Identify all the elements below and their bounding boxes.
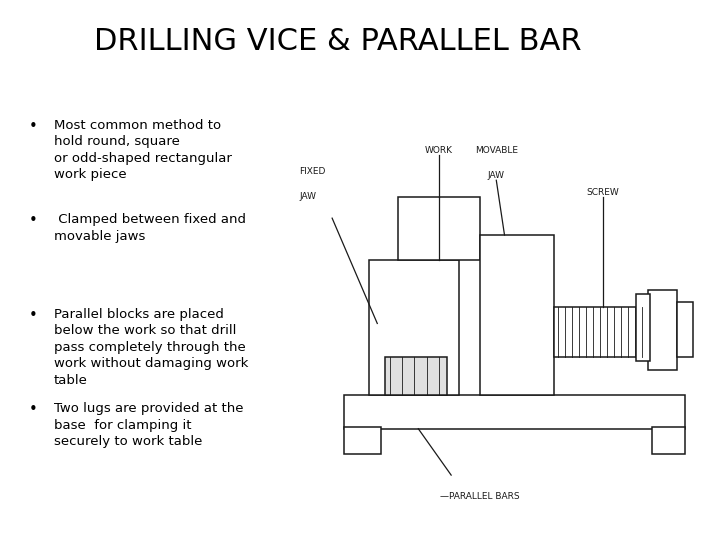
Bar [648, 290, 677, 370]
Text: JAW: JAW [300, 192, 316, 201]
Bar [344, 427, 382, 454]
Bar [385, 357, 447, 395]
Text: MOVABLE: MOVABLE [474, 146, 518, 155]
Bar [677, 302, 693, 357]
Text: Clamped between fixed and
movable jaws: Clamped between fixed and movable jaws [54, 213, 246, 243]
Bar [554, 307, 648, 357]
Text: •: • [29, 213, 37, 228]
Text: JAW: JAW [487, 171, 505, 180]
Text: DRILLING VICE & PARALLEL BAR: DRILLING VICE & PARALLEL BAR [94, 27, 581, 56]
Bar [480, 235, 554, 395]
Text: •: • [29, 119, 37, 134]
Text: FIXED: FIXED [300, 167, 325, 176]
Bar [397, 197, 480, 260]
Text: WORK: WORK [425, 146, 453, 155]
Text: SCREW: SCREW [587, 188, 619, 197]
Text: •: • [29, 402, 37, 417]
Bar [652, 427, 685, 454]
Text: Parallel blocks are placed
below the work so that drill
pass completely through : Parallel blocks are placed below the wor… [54, 308, 248, 387]
Text: •: • [29, 308, 37, 323]
Bar [344, 395, 685, 429]
Text: Most common method to
hold round, square
or odd-shaped rectangular
work piece: Most common method to hold round, square… [54, 119, 232, 181]
Text: —PARALLEL BARS: —PARALLEL BARS [440, 492, 520, 501]
Bar [369, 260, 459, 395]
Text: Two lugs are provided at the
base  for clamping it
securely to work table: Two lugs are provided at the base for cl… [54, 402, 243, 448]
Bar [636, 294, 650, 361]
